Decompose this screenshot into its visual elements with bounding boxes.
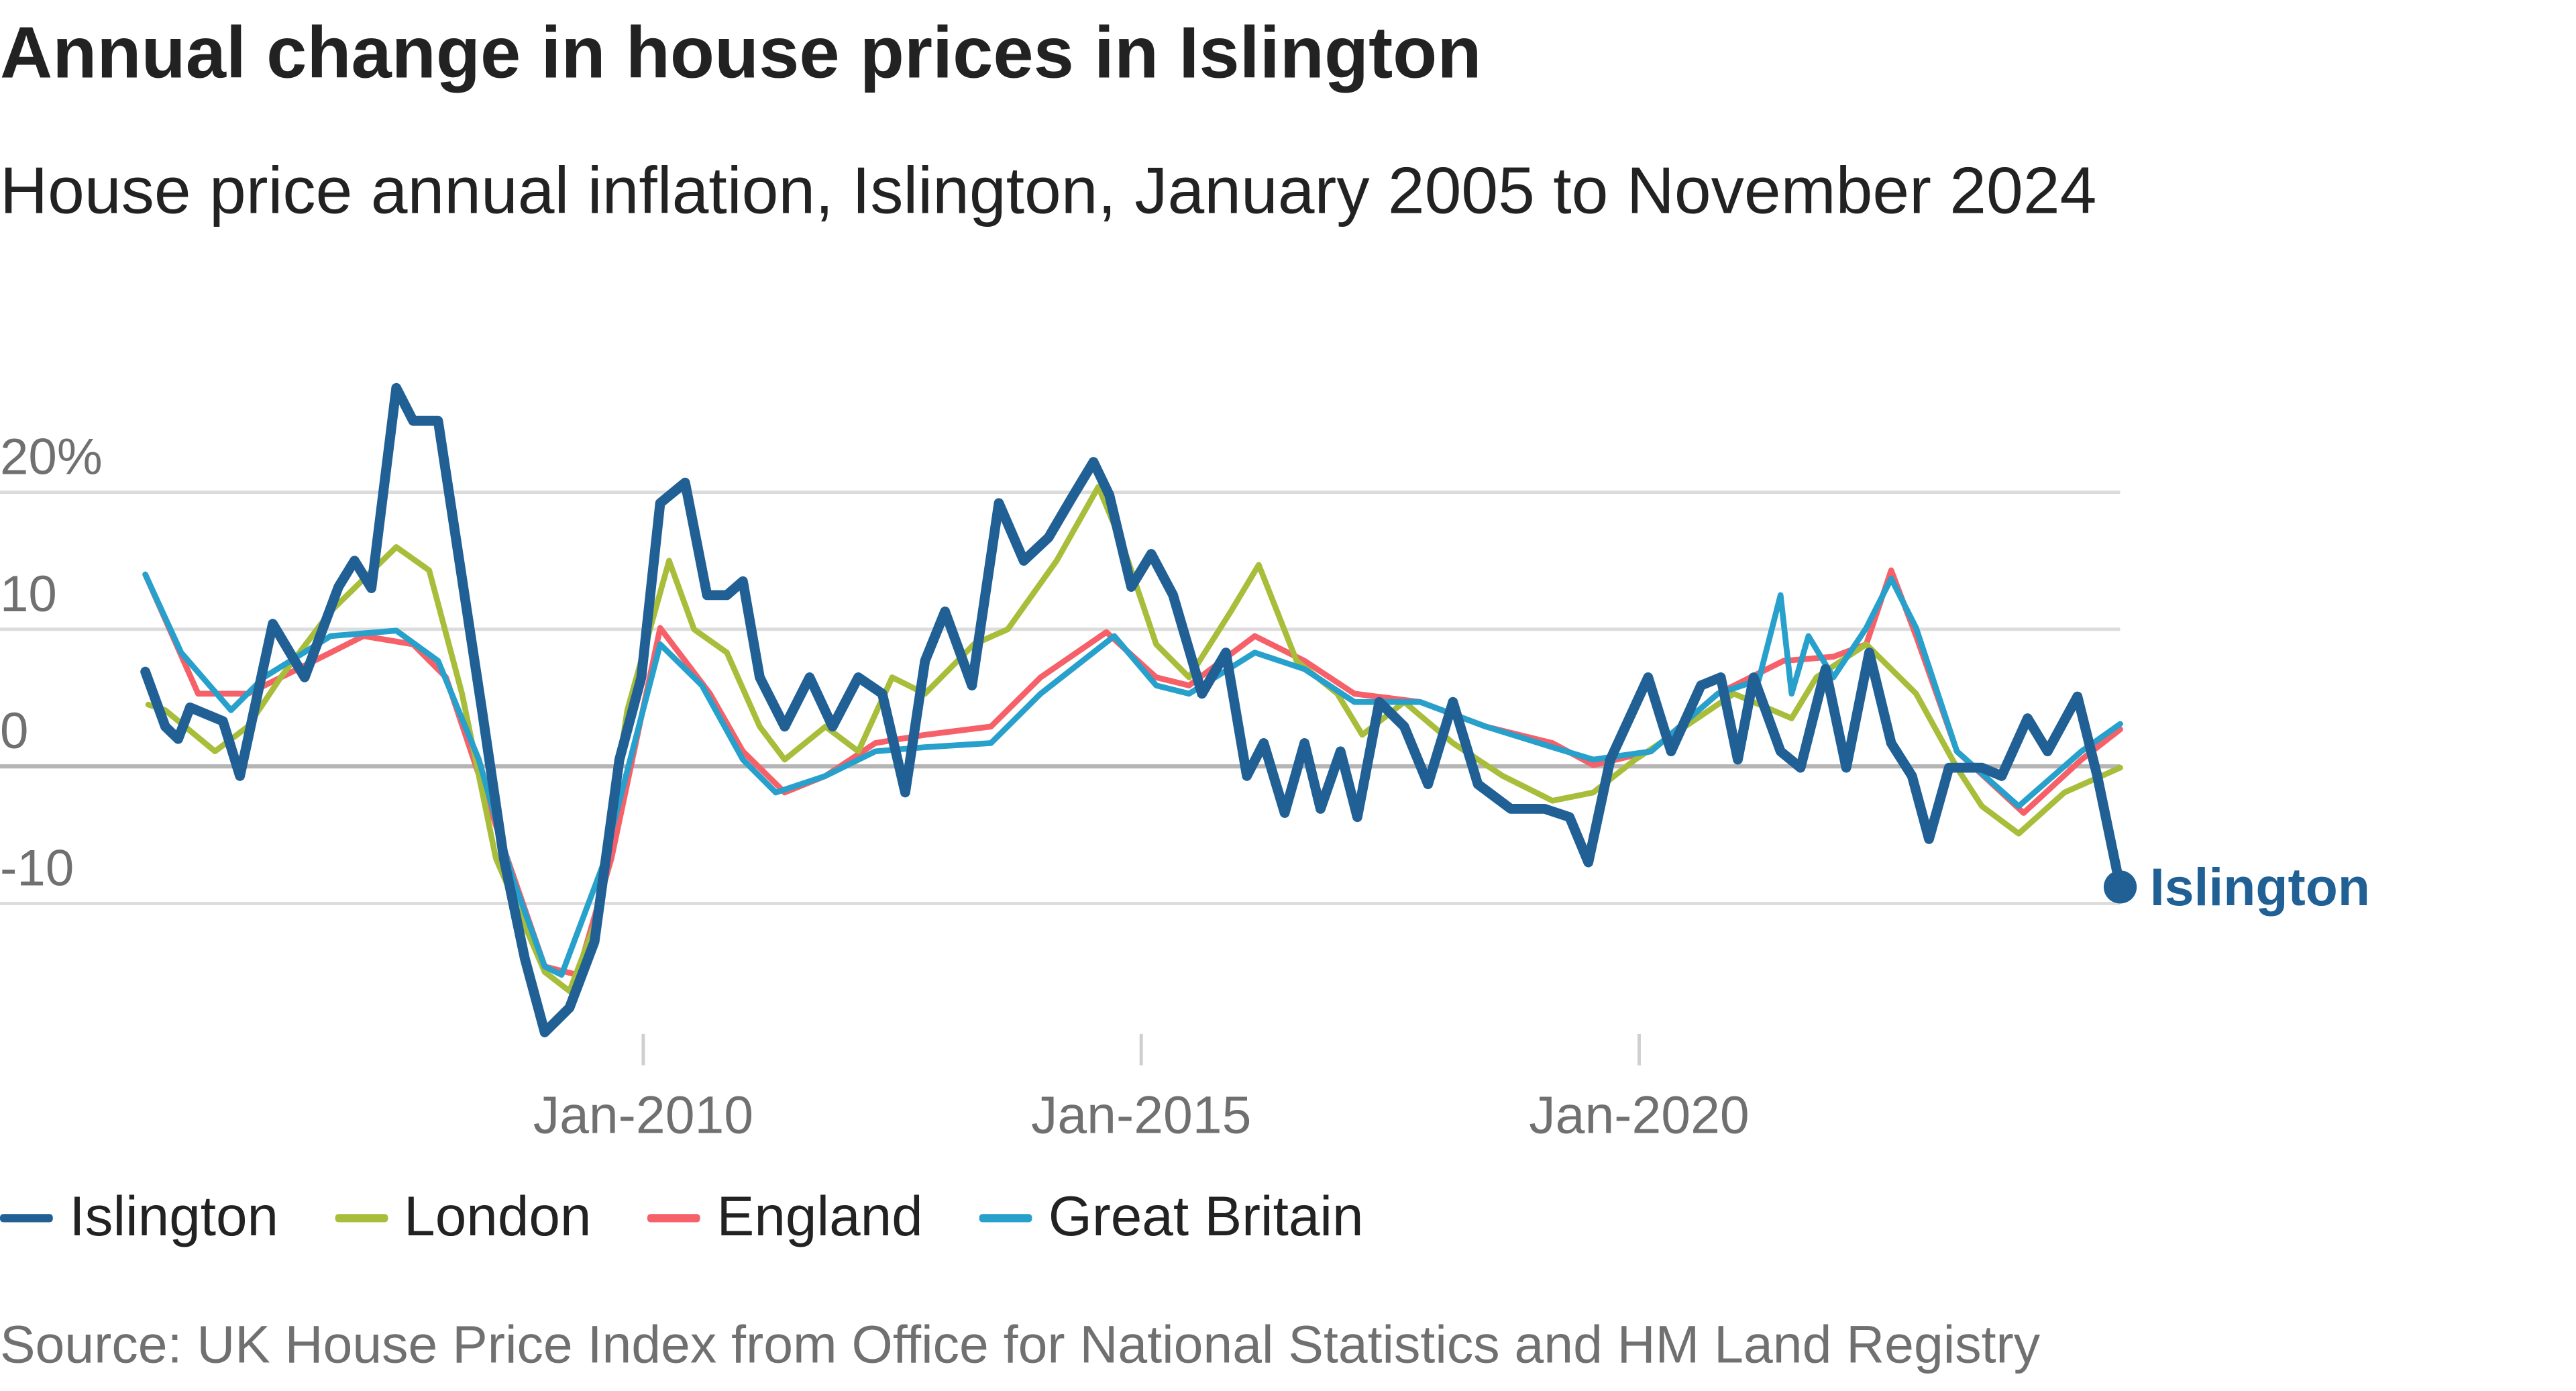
legend-swatch	[334, 1214, 388, 1223]
series-line-great-britain	[142, 571, 2123, 978]
x-tick-label: Jan-2020	[1529, 1086, 1749, 1145]
legend-label: England	[716, 1186, 923, 1249]
chart-subtitle: House price annual inflation, Islington,…	[0, 155, 2097, 228]
series-line-islington	[140, 382, 2125, 1037]
source-note: Source: UK House Price Index from Office…	[0, 1315, 2041, 1374]
x-tick-label: Jan-2015	[1031, 1086, 1251, 1145]
y-tick-label: 20%	[0, 428, 103, 485]
legend-swatch	[979, 1214, 1032, 1223]
y-tick-label: 0	[0, 703, 28, 760]
legend-label: Islington	[69, 1186, 279, 1249]
legend-swatch	[0, 1214, 53, 1223]
legend-label: Great Britain	[1048, 1186, 1364, 1249]
legend-item: London	[334, 1186, 592, 1250]
series-line-england	[142, 567, 2123, 978]
legend-label: London	[404, 1186, 592, 1249]
legend-swatch	[647, 1214, 700, 1223]
plot-area: 20% 10 0 -10 Jan-2010 Jan-2015 Jan-2020 Islingt…	[0, 382, 2370, 1145]
x-tick-label: Jan-2010	[533, 1086, 753, 1145]
legend-item: England	[647, 1186, 923, 1250]
y-tick-label: -10	[0, 839, 74, 896]
end-point-marker	[2103, 870, 2137, 904]
end-label: Islington	[2150, 858, 2370, 917]
legend-item: Great Britain	[979, 1186, 1364, 1250]
y-tick-label: 10	[0, 566, 57, 623]
series-line-london	[145, 484, 2123, 994]
legend: Islington London England Great Britain	[0, 1186, 1364, 1250]
chart-title: Annual change in house prices in Islingt…	[0, 13, 1482, 95]
legend-item: Islington	[0, 1186, 278, 1250]
